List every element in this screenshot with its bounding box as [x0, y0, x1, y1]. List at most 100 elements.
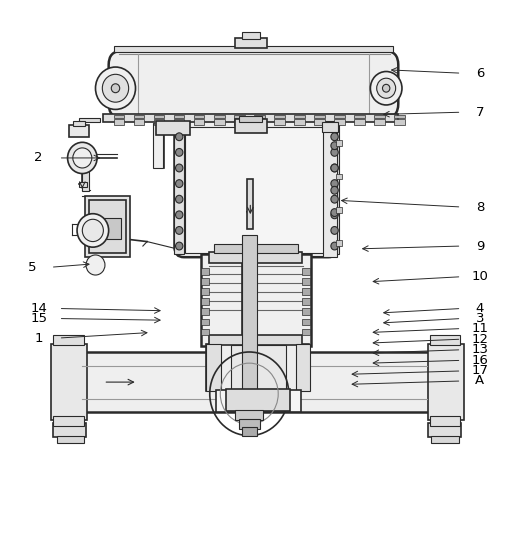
Text: 11: 11 [472, 322, 488, 335]
Bar [134, 120, 145, 125]
Circle shape [382, 84, 390, 92]
Bar [302, 299, 310, 305]
Bar [242, 235, 257, 413]
Bar [302, 268, 310, 275]
Bar [354, 120, 364, 125]
Circle shape [331, 179, 338, 187]
Circle shape [370, 72, 402, 105]
Text: 15: 15 [30, 312, 47, 325]
Bar [354, 115, 364, 118]
Circle shape [331, 142, 338, 150]
Bar [330, 124, 340, 254]
Bar [336, 173, 342, 179]
Bar [103, 115, 398, 122]
Bar [302, 278, 310, 285]
Bar [134, 115, 145, 118]
Circle shape [96, 67, 136, 110]
Circle shape [68, 143, 97, 173]
Bar [428, 423, 461, 437]
Bar [247, 179, 253, 229]
Bar [428, 344, 464, 420]
Bar [239, 116, 262, 122]
Bar [242, 32, 260, 39]
Bar [239, 419, 260, 429]
Bar [154, 120, 164, 125]
Bar [302, 319, 310, 325]
FancyBboxPatch shape [109, 51, 398, 118]
Bar [274, 115, 285, 118]
Bar [79, 118, 100, 122]
Bar [114, 120, 125, 125]
Bar [254, 115, 265, 118]
Bar [234, 120, 244, 125]
Bar [156, 121, 190, 135]
Text: 9: 9 [476, 240, 484, 253]
Bar [302, 329, 310, 335]
Circle shape [73, 148, 92, 168]
Text: 3: 3 [476, 312, 484, 325]
Bar [336, 240, 342, 246]
Bar [201, 278, 209, 285]
Text: 17: 17 [472, 364, 488, 377]
Bar [53, 415, 84, 425]
Bar [56, 435, 84, 443]
Text: 1: 1 [34, 331, 43, 344]
Circle shape [77, 214, 109, 247]
Bar [201, 309, 209, 315]
Circle shape [175, 226, 183, 234]
Bar [53, 423, 86, 437]
Text: 13: 13 [472, 343, 488, 356]
Bar [79, 182, 87, 187]
Bar [82, 352, 430, 412]
Bar [274, 120, 285, 125]
Bar [430, 335, 460, 345]
Bar [231, 345, 286, 390]
Bar [234, 115, 244, 118]
Bar [302, 288, 310, 295]
Bar [206, 344, 221, 391]
Bar [209, 335, 303, 345]
Bar [174, 124, 184, 254]
Bar [82, 168, 89, 191]
Text: 14: 14 [30, 302, 47, 315]
Circle shape [175, 164, 183, 172]
Text: A: A [475, 375, 485, 387]
Circle shape [331, 186, 338, 194]
Bar [209, 252, 303, 263]
Circle shape [331, 209, 338, 216]
Bar [201, 329, 209, 335]
Bar [214, 120, 224, 125]
Bar [201, 288, 209, 295]
Bar [201, 299, 209, 305]
Bar [154, 124, 163, 168]
Circle shape [331, 226, 338, 234]
Bar [374, 115, 384, 118]
Text: 4: 4 [476, 302, 484, 315]
Bar [101, 218, 121, 239]
Bar [51, 344, 87, 420]
Bar [201, 268, 209, 275]
Bar [314, 120, 325, 125]
Bar [53, 335, 84, 345]
Circle shape [331, 242, 338, 250]
Bar [154, 115, 164, 118]
Bar [294, 120, 305, 125]
Bar [225, 389, 290, 411]
Bar [201, 254, 312, 347]
Text: 12: 12 [472, 333, 488, 345]
Bar [194, 120, 204, 125]
Bar [206, 344, 309, 391]
Circle shape [331, 133, 338, 141]
Text: 6: 6 [476, 67, 484, 80]
Bar [314, 115, 325, 118]
Bar [69, 125, 89, 138]
Bar [394, 115, 404, 118]
Circle shape [175, 179, 183, 187]
Circle shape [175, 211, 183, 219]
Bar [431, 435, 459, 443]
Circle shape [86, 255, 105, 275]
Bar [430, 415, 460, 425]
Bar [302, 309, 310, 315]
Circle shape [175, 133, 183, 141]
Circle shape [331, 164, 338, 172]
